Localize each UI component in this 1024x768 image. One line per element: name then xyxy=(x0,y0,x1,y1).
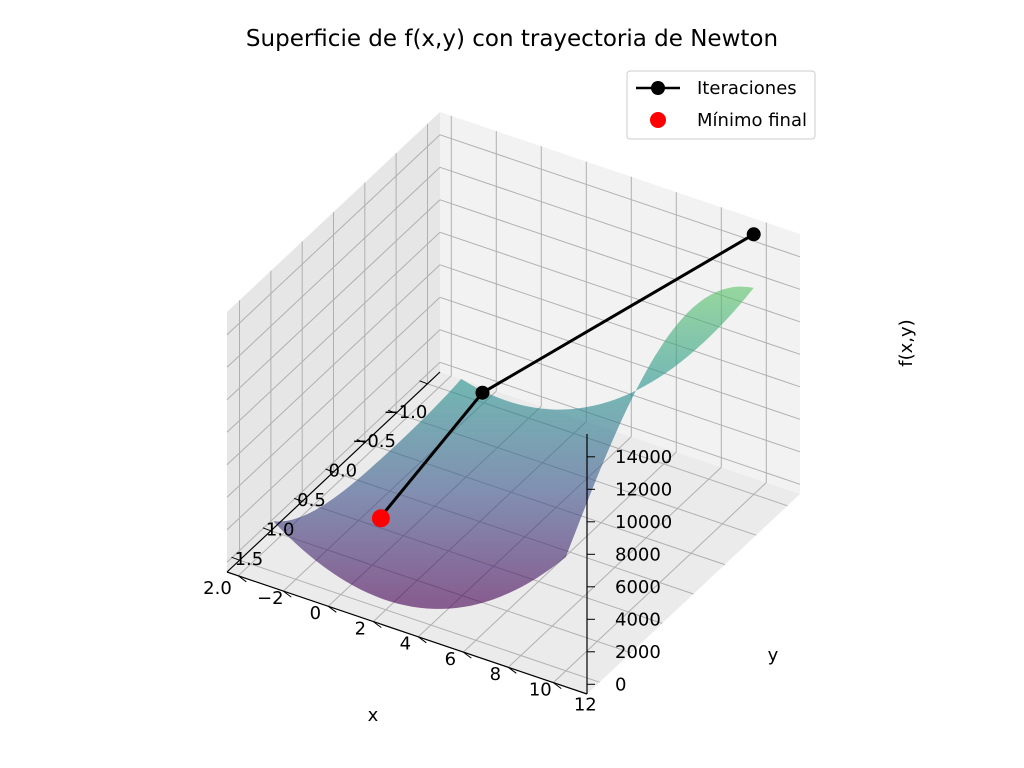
series-layer xyxy=(371,227,761,528)
x-tick-label: 2.0 xyxy=(203,578,232,599)
legend-label-iteraciones: Iteraciones xyxy=(697,78,797,99)
x-tick-label: −0.5 xyxy=(352,431,396,452)
legend-label-minimo-final: Mínimo final xyxy=(697,110,807,131)
x-tick xyxy=(325,468,334,473)
grid-line-y-floor xyxy=(507,466,722,668)
y-tick xyxy=(552,682,562,689)
grid-line-z-side xyxy=(226,329,441,531)
x-tick xyxy=(262,527,272,532)
y-tick-label: 6 xyxy=(445,649,456,670)
y-tick-label: 0 xyxy=(310,603,321,624)
legend-marker-iteraciones xyxy=(651,81,665,95)
y-tick xyxy=(417,636,427,644)
grid-line-z-back xyxy=(439,166,801,290)
legend: Iteraciones Mínimo final xyxy=(626,70,816,140)
grid-line-z-back xyxy=(439,231,801,355)
x-tick xyxy=(387,409,397,414)
grid-line-y-floor xyxy=(237,375,452,577)
y-tick xyxy=(372,621,382,628)
iteraciones-point xyxy=(746,227,761,242)
grid-line-z-side xyxy=(226,199,441,401)
z-tick-label: 14000 xyxy=(615,447,672,468)
minimo-final-point xyxy=(371,509,390,528)
grid-line-z-side xyxy=(226,166,441,368)
x-tick xyxy=(294,497,303,502)
back-pane-xz xyxy=(440,112,800,494)
grid-line-z-back xyxy=(439,296,801,420)
y-tick xyxy=(282,590,292,598)
y-tick-label: 4 xyxy=(400,634,411,655)
axes: −1.0 −0.5 0.00.51.01.52.0 −2 0 2 4 6 8 10 12 0 2000 4… xyxy=(203,371,672,716)
iteraciones-point xyxy=(475,385,490,400)
z-tick-label: 4000 xyxy=(615,609,661,630)
y-tick-label: 2 xyxy=(355,618,366,639)
x-tick-label: −1.0 xyxy=(384,402,428,423)
x-tick-label: 1.0 xyxy=(266,519,295,540)
grid-line-z-back xyxy=(439,264,801,388)
y-axis-label: y xyxy=(768,645,779,666)
z-tick-label: 0 xyxy=(615,674,626,695)
y-tick-label: 10 xyxy=(529,679,552,700)
z-tick-label: 12000 xyxy=(615,479,672,500)
x-axis-label: x xyxy=(368,705,379,726)
grid-line-z-side xyxy=(226,134,441,336)
x-tick-label: 1.5 xyxy=(235,549,264,570)
grid-line-x-floor xyxy=(239,559,600,683)
z-tick-label: 10000 xyxy=(615,512,672,533)
y-axis-line xyxy=(226,571,588,695)
grid-line-z-back xyxy=(439,329,801,453)
y-tick xyxy=(507,666,517,674)
grid-line-z-side xyxy=(226,264,441,466)
x-tick-label: 0.0 xyxy=(328,461,357,482)
grid-line-z-side xyxy=(226,361,441,563)
x-tick xyxy=(231,556,240,561)
z-tick-label: 2000 xyxy=(615,642,661,663)
surface-fill xyxy=(273,286,754,609)
grid-line-z-side xyxy=(226,296,441,498)
grid-line-z-back xyxy=(439,134,801,258)
x-tick xyxy=(419,380,428,385)
x-tick-label: 0.5 xyxy=(297,490,326,511)
chart-title: Superficie de f(x,y) con trayectoria de … xyxy=(246,26,778,52)
y-tick xyxy=(238,575,247,583)
y-tick-label: −2 xyxy=(257,588,284,609)
legend-marker-minimo-final xyxy=(650,112,666,128)
y-tick xyxy=(327,605,337,613)
y-tick xyxy=(462,651,472,659)
x-tick xyxy=(356,439,365,444)
surface xyxy=(273,286,754,609)
y-tick-label: 12 xyxy=(574,695,597,716)
grid-line-y-floor xyxy=(462,451,677,653)
y-tick-label: 8 xyxy=(490,664,501,685)
z-axis-label: f(x,y) xyxy=(896,319,917,366)
grid-line-y-floor xyxy=(552,482,767,683)
z-tick-label: 6000 xyxy=(615,577,661,598)
grid-line-z-side xyxy=(226,231,441,433)
z-tick-label: 8000 xyxy=(615,544,661,565)
